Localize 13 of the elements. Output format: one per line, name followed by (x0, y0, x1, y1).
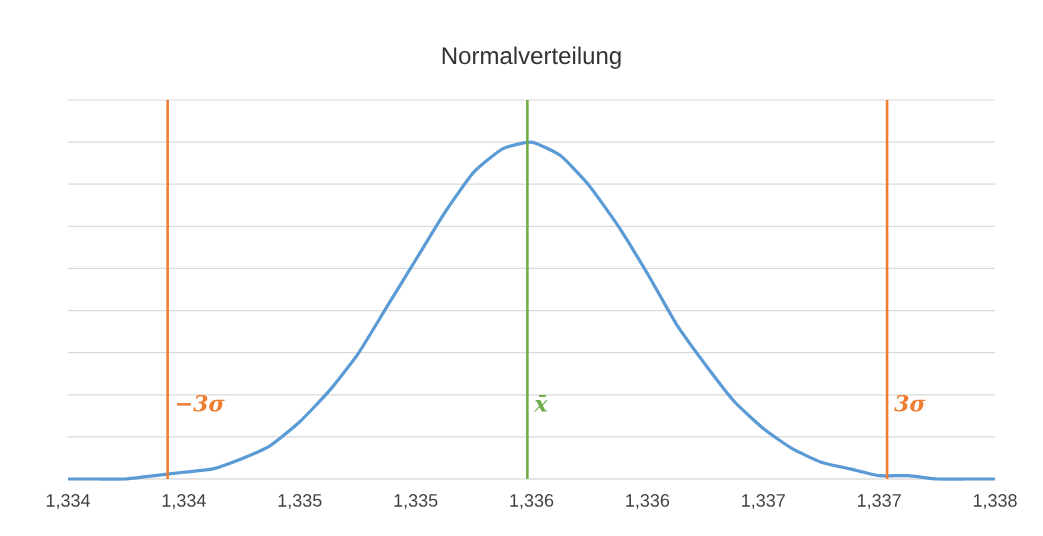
x-tick-label: 1,337 (742, 494, 785, 509)
x-tick-label: 1,334 (162, 494, 206, 509)
x-tick-label: 1,335 (394, 494, 438, 509)
x-tick-label: 1,334 (46, 494, 90, 509)
chart-title: Normalverteilung (442, 46, 621, 69)
annotation: x̄ (534, 394, 548, 412)
x-tick-label: 1,337 (857, 494, 901, 509)
x-tick-label: 1,335 (278, 494, 322, 509)
annotation: 3σ (894, 394, 926, 412)
annotation: −3σ (177, 394, 225, 412)
x-tick-label: 1,338 (973, 494, 1017, 509)
x-tick-label: 1,336 (626, 494, 670, 509)
x-tick-label: 1,336 (510, 494, 554, 509)
